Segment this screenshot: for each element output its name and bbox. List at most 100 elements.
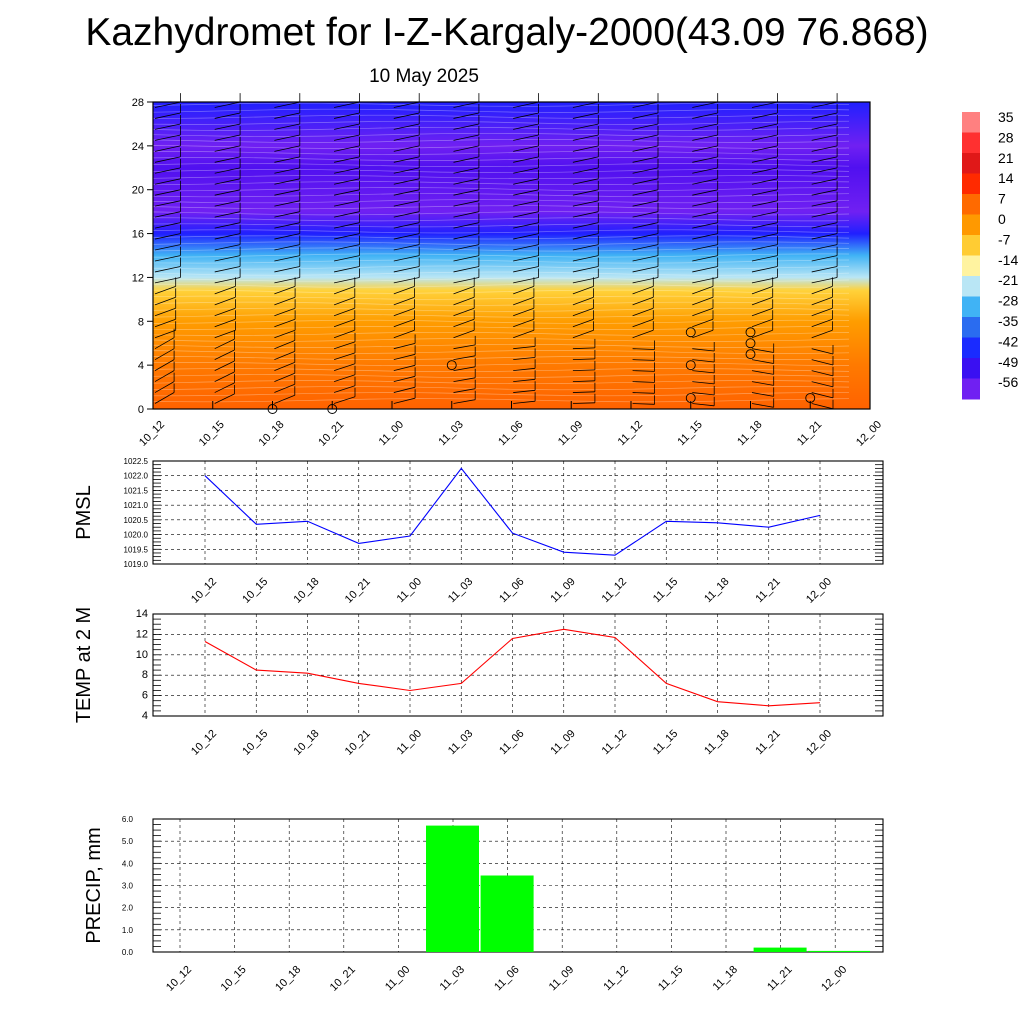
- colorbar-swatch: [962, 173, 980, 195]
- wind-barb: [751, 123, 778, 130]
- isotherm-contour: [152, 175, 850, 180]
- wind-barb: [513, 255, 539, 262]
- wind-barb: [572, 391, 595, 393]
- precip-marker: [446, 360, 457, 371]
- wind-barb: [632, 134, 659, 141]
- wind-barb: [154, 123, 181, 130]
- wind-barb: [333, 374, 356, 382]
- wind-barb: [154, 211, 181, 218]
- wind-barb: [453, 200, 479, 207]
- wind-barb: [632, 296, 654, 306]
- wind-barb: [811, 222, 838, 229]
- wind-barb: [333, 307, 355, 317]
- isotherm-contour: [152, 374, 850, 379]
- colorbar-swatch: [962, 132, 980, 154]
- wind-barb: [393, 353, 416, 361]
- wind-barb: [393, 156, 420, 163]
- wind-barb: [154, 189, 181, 196]
- precip-x-tick-label: 11_12: [601, 964, 631, 994]
- pmsl-y-tick-label: 1021.5: [124, 486, 149, 495]
- pmsl-x-tick-label: 11_12: [600, 576, 630, 606]
- wind-barb: [393, 134, 420, 141]
- wind-barb: [333, 341, 356, 350]
- wind-barb: [751, 145, 778, 152]
- colorbar-swatch: [962, 112, 980, 133]
- wind-barb: [214, 178, 241, 185]
- wind-barb: [572, 156, 599, 163]
- wind-barb: [692, 329, 714, 339]
- precip-x-tick-label: 11_18: [711, 964, 741, 994]
- wind-barb: [214, 318, 236, 328]
- wind-barb: [154, 167, 181, 174]
- wind-barb: [453, 318, 475, 328]
- wind-barb: [334, 222, 360, 229]
- wind-barb: [751, 156, 778, 163]
- wind-barb: [513, 318, 535, 328]
- temp-y-tick-label: 14: [136, 608, 148, 620]
- temp-x-tick-label: 11_03: [446, 728, 476, 758]
- wind-barb: [811, 403, 834, 410]
- wind-barb: [274, 167, 300, 174]
- temp-x-tick-label: 11_18: [702, 728, 732, 758]
- wind-barb: [632, 359, 655, 361]
- wind-barb: [333, 352, 356, 361]
- wind-barb: [692, 101, 718, 108]
- wind-barb: [274, 101, 300, 108]
- wind-barb: [334, 134, 360, 141]
- colorbar-swatch: [962, 378, 980, 400]
- temp-y-axis-title: TEMP at 2 M: [73, 607, 95, 723]
- wind-barb: [692, 156, 718, 163]
- wind-barb: [513, 167, 539, 174]
- wind-barb: [632, 307, 654, 317]
- temp-y-tick-label: 8: [142, 669, 148, 681]
- wind-barb: [513, 123, 539, 130]
- wind-barb: [154, 200, 181, 207]
- wind-barb: [811, 307, 833, 317]
- precip-marker: [745, 338, 756, 349]
- x-tick-label: 11_15: [675, 419, 705, 449]
- wind-barb: [692, 266, 718, 273]
- isotherm-contour: [152, 102, 850, 107]
- y-tick-label: 24: [132, 141, 144, 153]
- wind-barb: [572, 277, 599, 284]
- wind-barb: [274, 233, 300, 240]
- temp-x-tick-label: 10_21: [343, 728, 373, 758]
- wind-barb: [751, 134, 778, 141]
- pmsl-y-tick-label: 1019.0: [124, 560, 149, 569]
- isotherm-contour: [152, 114, 850, 119]
- wind-barb: [572, 112, 599, 119]
- wind-barb: [751, 359, 774, 364]
- wind-barb: [334, 211, 360, 218]
- wind-barb: [154, 381, 175, 393]
- temp-panel: 4 6 8 10 12 14 10_12 10_15 10_18 10_21 11_00 11_03 1…: [73, 607, 884, 758]
- pmsl-y-tick-label: 1019.5: [124, 545, 149, 554]
- wind-barb: [453, 134, 479, 141]
- wind-barb: [513, 222, 539, 229]
- wind-barb: [572, 244, 599, 251]
- pmsl-series-line: [204, 467, 821, 556]
- x-tick-label: 10_18: [257, 419, 287, 449]
- wind-barb: [632, 101, 659, 108]
- wind-barb: [513, 189, 539, 196]
- wind-barb: [513, 346, 536, 350]
- colorbar-label: -56: [998, 374, 1018, 390]
- x-tick-label: 11_03: [436, 419, 466, 449]
- isotherm-contour: [152, 229, 850, 234]
- colorbar-swatch: [962, 194, 980, 215]
- wind-barb: [572, 167, 599, 174]
- wind-barb: [513, 233, 539, 240]
- wind-barb: [274, 329, 296, 339]
- wind-barb: [214, 244, 241, 251]
- isotherm-contour: [152, 386, 850, 391]
- wind-barb: [632, 200, 659, 207]
- colorbar-label: -35: [998, 313, 1018, 329]
- colorbar-label: 35: [998, 109, 1014, 125]
- wind-barb: [453, 377, 476, 382]
- wind-barb: [811, 112, 838, 119]
- wind-barb: [572, 318, 594, 328]
- wind-barb: [214, 329, 236, 339]
- wind-barb: [453, 286, 475, 295]
- wind-barb: [274, 318, 296, 328]
- pmsl-x-tick-label: 11_00: [395, 576, 425, 606]
